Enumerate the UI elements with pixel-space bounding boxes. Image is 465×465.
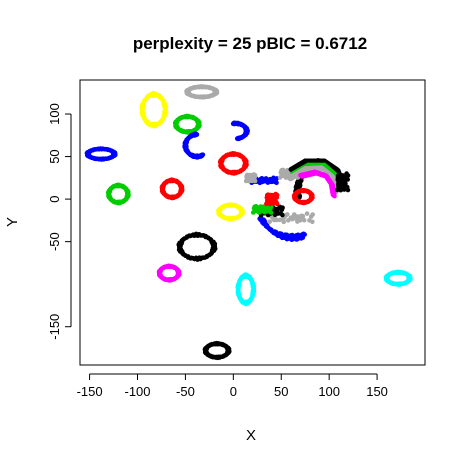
data-point [256, 210, 262, 215]
y-tick-label: 0 [47, 195, 62, 202]
data-point [343, 184, 349, 190]
data-point [338, 187, 344, 193]
data-point [280, 212, 285, 218]
data-point [309, 194, 315, 199]
x-axis-label: X [246, 427, 256, 444]
data-point [251, 286, 257, 292]
data-point [407, 275, 413, 281]
x-tick-label: 0 [230, 384, 237, 399]
data-point [268, 178, 273, 184]
data-point [274, 180, 279, 186]
x-tick-label: 100 [318, 384, 340, 399]
data-point [339, 172, 344, 178]
data-point [310, 212, 315, 217]
data-point [212, 244, 218, 250]
data-point [277, 175, 283, 180]
y-tick-label: 100 [47, 103, 62, 125]
data-point [310, 219, 315, 225]
x-tick-label: -150 [77, 384, 103, 399]
data-point [260, 208, 265, 213]
data-point [284, 212, 290, 217]
data-point [267, 219, 272, 225]
data-point [163, 107, 169, 113]
data-point [304, 211, 310, 216]
chart-title: perplexity = 25 pBIC = 0.6712 [133, 34, 367, 53]
y-tick-label: 50 [47, 149, 62, 163]
data-point [200, 152, 206, 158]
data-point [334, 187, 340, 193]
points-layer [84, 84, 413, 361]
x-axis-ticks: -150 -100 -50 0 50 100 150 [77, 374, 388, 399]
data-point [125, 191, 131, 197]
data-point [257, 180, 263, 186]
data-point [176, 270, 182, 276]
data-point [264, 207, 270, 213]
data-point [281, 219, 287, 225]
data-point [272, 197, 277, 203]
y-axis-label: Y [4, 217, 21, 227]
x-tick-label: 50 [274, 384, 288, 399]
x-tick-label: -100 [124, 384, 150, 399]
y-tick-label: -50 [47, 232, 62, 251]
data-point [332, 193, 337, 199]
data-point [179, 186, 185, 192]
data-point [280, 205, 285, 211]
data-point [214, 89, 219, 95]
data-point [250, 176, 256, 181]
data-point [275, 209, 280, 215]
plot-frame [79, 79, 426, 366]
data-point [289, 216, 295, 222]
data-point [262, 178, 268, 184]
x-tick-label: -50 [176, 384, 195, 399]
data-point [196, 121, 202, 127]
data-point [250, 210, 256, 215]
y-axis-ticks: 100 50 0 -50 -150 [47, 103, 71, 340]
data-point [274, 217, 279, 223]
data-point [302, 232, 307, 237]
data-point [240, 209, 245, 215]
data-point [278, 170, 284, 175]
data-point [295, 219, 300, 224]
data-point [345, 173, 351, 178]
data-point [264, 201, 269, 207]
data-point [299, 216, 305, 221]
data-point [226, 348, 232, 353]
data-point [343, 181, 348, 186]
data-point [243, 161, 249, 166]
y-tick-label: -150 [47, 314, 62, 340]
x-tick-label: 150 [366, 384, 388, 399]
data-point [230, 121, 236, 127]
data-point [112, 151, 118, 157]
